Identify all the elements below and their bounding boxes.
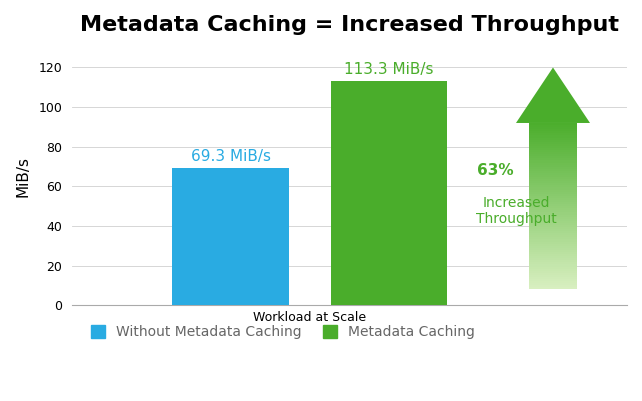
Polygon shape (516, 67, 590, 123)
Bar (172, 168, 289, 305)
Text: 69.3 MiB/s: 69.3 MiB/s (191, 149, 270, 164)
Text: 113.3 MiB/s: 113.3 MiB/s (344, 62, 434, 77)
Bar (331, 81, 447, 305)
Text: 63%: 63% (477, 163, 514, 178)
Y-axis label: MiB/s: MiB/s (15, 156, 30, 197)
Text: Increased
Throughput: Increased Throughput (476, 196, 557, 227)
Legend: Without Metadata Caching, Metadata Caching: Without Metadata Caching, Metadata Cachi… (85, 320, 480, 345)
Title: Metadata Caching = Increased Throughput: Metadata Caching = Increased Throughput (80, 15, 619, 35)
